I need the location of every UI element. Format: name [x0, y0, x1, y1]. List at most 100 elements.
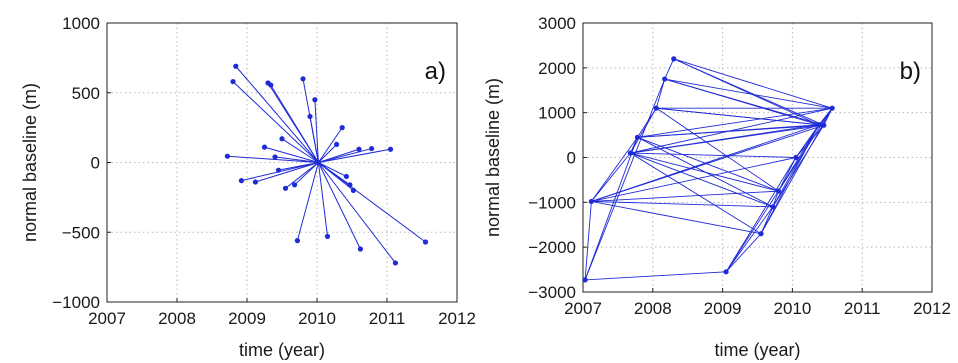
baseline-link	[318, 144, 337, 163]
interferogram-link	[637, 136, 779, 192]
acquisition-point	[775, 188, 782, 194]
acquisition-point	[627, 150, 634, 156]
acquisition-point	[294, 238, 300, 244]
baseline-link	[318, 162, 347, 177]
acquisition-point	[816, 122, 822, 128]
acquisition-point	[224, 153, 230, 159]
chart-b: 2007 2008 2009 2010 2011 2012 3000 2000 1000 0 −10…	[483, 14, 951, 360]
acquisition-point	[334, 141, 340, 147]
interferogram-link	[591, 152, 631, 202]
acquisition-point	[821, 122, 827, 128]
acquisition-point	[422, 239, 429, 245]
interferogram-link	[630, 152, 762, 235]
baseline-link	[232, 81, 319, 163]
acquisition-point	[793, 154, 799, 161]
acquisition-point	[770, 204, 776, 210]
y-axis-label: normal baseline (m)	[483, 78, 503, 237]
y-tick-label: −1000	[528, 193, 576, 212]
acquisition-point	[261, 144, 268, 150]
interferogram-link	[591, 200, 773, 208]
baseline-link	[285, 162, 319, 189]
interferogram-link	[591, 137, 638, 202]
x-tick-label: 2010	[773, 299, 811, 318]
acquisition-point	[350, 187, 356, 193]
baseline-link	[255, 162, 319, 183]
interferogram-link	[725, 233, 762, 273]
interferogram-link	[656, 107, 824, 126]
x-tick-label: 2012	[438, 309, 476, 328]
interferogram-link	[778, 107, 833, 192]
acquisition-point	[357, 246, 363, 252]
y-axis-label: normal baseline (m)	[20, 83, 40, 242]
acquisition-point	[275, 167, 282, 173]
interferogram-link	[772, 190, 779, 207]
baseline-link	[318, 162, 396, 264]
baseline-link	[309, 116, 319, 163]
acquisition-point	[282, 185, 289, 191]
x-tick-label: 2008	[634, 299, 672, 318]
y-tick-label: 0	[567, 149, 576, 168]
interferogram-link	[655, 78, 666, 109]
x-tick-label: 2010	[298, 309, 336, 328]
interferogram-link	[664, 78, 824, 126]
baseline-link	[235, 65, 319, 163]
acquisition-point	[829, 105, 835, 111]
y-tick-label: −500	[62, 223, 100, 242]
acquisition-point	[369, 145, 375, 152]
y-tick-label: 2000	[538, 59, 576, 78]
acquisition-point	[347, 182, 353, 188]
interferogram-link	[637, 136, 774, 208]
interferogram-link	[630, 152, 796, 158]
x-tick-label: 2008	[158, 309, 196, 328]
acquisition-point	[230, 78, 236, 85]
x-axis-label: time (year)	[239, 340, 325, 360]
interferogram-link	[795, 124, 825, 158]
baseline-link	[317, 127, 343, 163]
plot-frame	[582, 22, 933, 293]
interferogram-link	[725, 157, 797, 273]
baseline-link	[314, 99, 319, 163]
interferogram-link	[591, 124, 824, 202]
y-tick-label: −2000	[528, 238, 576, 257]
baseline-link	[318, 148, 372, 163]
acquisition-point	[582, 277, 588, 283]
acquisition-point	[252, 179, 258, 185]
x-tick-label: 2007	[88, 309, 126, 328]
baseline-link	[318, 148, 391, 163]
baseline-link	[317, 162, 361, 250]
interferogram-link	[772, 124, 825, 208]
acquisition-point	[268, 82, 274, 88]
acquisition-point	[233, 63, 239, 69]
baseline-link	[270, 84, 319, 163]
x-tick-label: 2012	[913, 299, 951, 318]
acquisition-point	[653, 105, 659, 111]
acquisition-point	[356, 146, 362, 152]
y-tick-label: 1000	[62, 14, 100, 33]
baseline-link	[281, 138, 319, 163]
baseline-link	[227, 155, 319, 163]
x-axis-label: time (year)	[714, 340, 800, 360]
interferogram-link	[584, 78, 666, 281]
panel-label: a)	[425, 58, 446, 85]
baseline-link	[278, 162, 319, 171]
interferogram-link	[664, 78, 833, 109]
y-tick-label: 0	[91, 154, 100, 173]
interferogram-link	[637, 124, 824, 138]
x-tick-label: 2009	[228, 309, 266, 328]
panel-label: b)	[900, 58, 921, 85]
acquisition-point	[671, 56, 677, 62]
acquisition-point	[312, 97, 318, 103]
y-tick-label: 1000	[538, 104, 576, 123]
x-tick-label: 2009	[704, 299, 742, 318]
interferogram-link	[818, 107, 833, 126]
baseline-link	[274, 156, 319, 163]
acquisition-point	[324, 233, 331, 240]
chart-a: 2007 2008 2009 2010 2011 2012 1000 500 0 −500 −100…	[20, 14, 476, 360]
x-tick-label: 2007	[564, 299, 602, 318]
baseline-link	[296, 162, 319, 241]
interferogram-link	[725, 206, 774, 273]
interferogram-link	[630, 124, 824, 154]
acquisition-point	[307, 113, 313, 120]
acquisition-point	[392, 260, 398, 266]
acquisition-point	[662, 76, 668, 82]
